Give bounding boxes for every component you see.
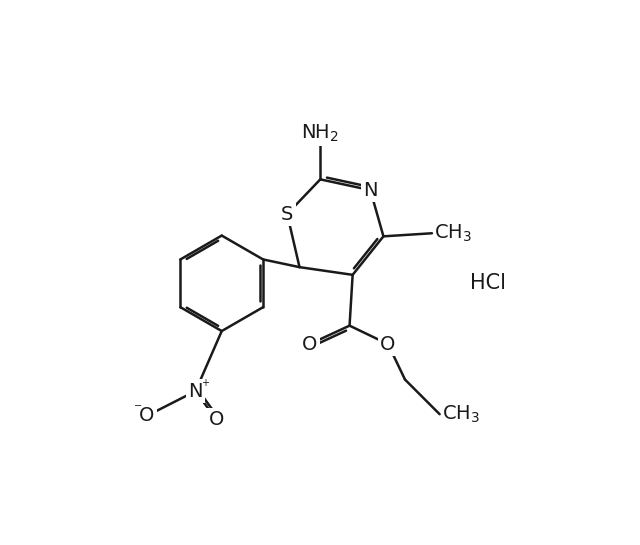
Text: O: O — [209, 410, 224, 429]
Text: O: O — [380, 335, 396, 354]
Text: S: S — [281, 204, 293, 223]
Text: CH$_3$: CH$_3$ — [442, 403, 480, 425]
Text: O: O — [302, 335, 317, 354]
Text: N: N — [363, 180, 378, 199]
Text: HCl: HCl — [470, 273, 506, 293]
Text: N: N — [188, 382, 203, 401]
Text: $^+$: $^+$ — [199, 378, 211, 392]
Text: CH$_3$: CH$_3$ — [435, 222, 472, 244]
Text: NH$_2$: NH$_2$ — [301, 123, 339, 144]
Text: $^-$: $^-$ — [131, 403, 142, 416]
Text: O: O — [140, 406, 155, 425]
